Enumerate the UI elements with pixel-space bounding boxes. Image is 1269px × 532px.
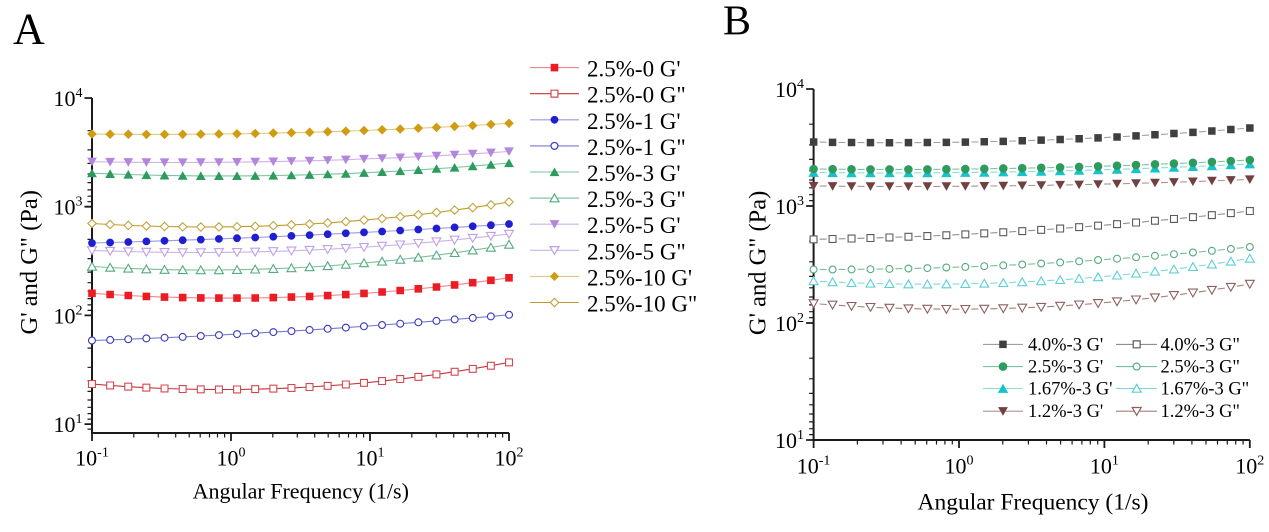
svg-text:Angular Frequency (1/s): Angular Frequency (1/s) [917,489,1148,515]
svg-text:2.5%-5 G': 2.5%-5 G' [587,213,681,238]
svg-text:2.5%-0 G': 2.5%-0 G' [587,57,681,82]
svg-text:4.0%-3 G": 4.0%-3 G" [1161,335,1240,355]
svg-text:1.2%-3 G": 1.2%-3 G" [1161,402,1240,422]
svg-text:Angular Frequency (1/s): Angular Frequency (1/s) [193,478,409,503]
svg-text:4.0%-3 G': 4.0%-3 G' [1028,335,1103,355]
svg-text:A: A [13,5,45,54]
svg-text:2.5%-10 G': 2.5%-10 G' [587,265,692,290]
svg-text:2.5%-1 G": 2.5%-1 G" [587,135,686,160]
svg-text:2.5%-1 G': 2.5%-1 G' [587,109,681,134]
svg-text:2.5%-3 G': 2.5%-3 G' [587,161,681,186]
svg-text:101: 101 [356,446,385,471]
svg-text:2.5%-3 G': 2.5%-3 G' [1028,358,1103,378]
svg-text:1.67%-3 G": 1.67%-3 G" [1161,380,1250,400]
svg-text:2.5%-3 G": 2.5%-3 G" [1161,358,1240,378]
svg-text:G' and G" (Pa): G' and G" (Pa) [745,191,772,335]
svg-text:G' and G" (Pa): G' and G" (Pa) [16,190,43,334]
svg-text:2.5%-10 G": 2.5%-10 G" [587,292,697,317]
svg-text:1.2%-3 G': 1.2%-3 G' [1028,402,1103,422]
svg-text:1.67%-3 G': 1.67%-3 G' [1028,380,1113,400]
svg-text:2.5%-3 G": 2.5%-3 G" [587,187,686,212]
svg-text:2.5%-0 G": 2.5%-0 G" [587,83,686,108]
svg-text:B: B [723,0,751,45]
svg-text:2.5%-5 G": 2.5%-5 G" [587,239,686,264]
